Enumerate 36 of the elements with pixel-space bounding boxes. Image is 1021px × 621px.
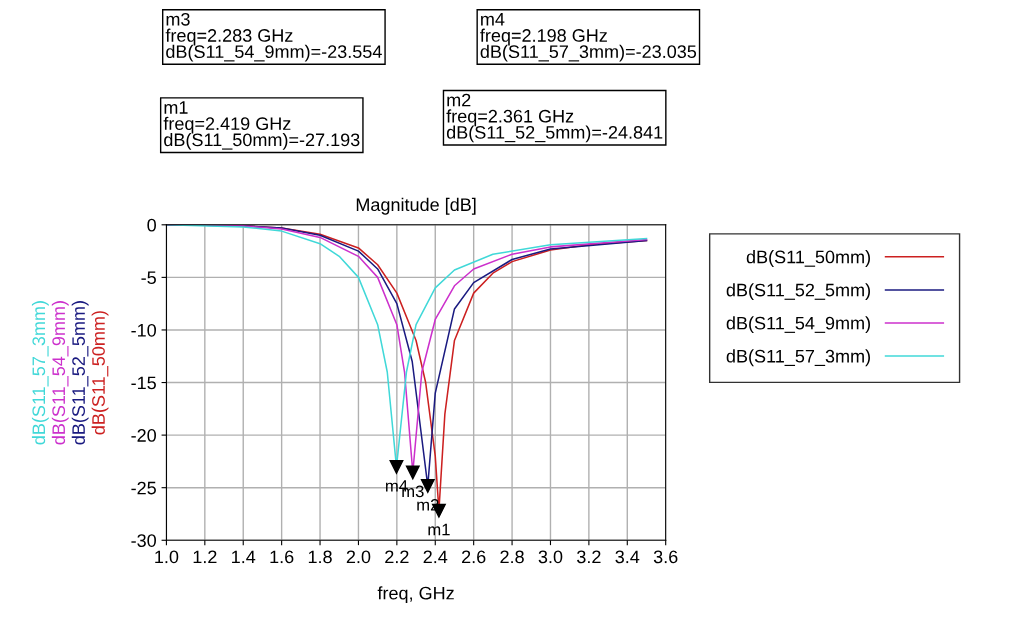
- y-tick-label: -5: [141, 271, 156, 285]
- text: m3 freq=2.283 GHz dB(S11_54_9mm)=-23.554: [165, 12, 382, 62]
- x-tick-label: 3.2: [577, 550, 601, 564]
- y-tick-label: -25: [131, 481, 156, 495]
- text: m1 freq=2.419 GHz dB(S11_50mm)=-27.193: [163, 101, 360, 150]
- chart-title: Magnitude [dB]: [356, 197, 476, 215]
- text: dB(S11_50mm): [91, 311, 109, 435]
- x-tick-label: 1.8: [308, 550, 332, 564]
- x-axis-title: freq, GHz: [377, 586, 454, 604]
- y-tick-label: -10: [131, 323, 156, 337]
- legend-label: dB(S11_57_3mm): [726, 349, 870, 367]
- x-tick-label: 2.0: [346, 550, 371, 564]
- text: dB(S11_52_5mm): [71, 301, 89, 445]
- x-tick-label: 1.6: [270, 550, 294, 564]
- x-tick-label: 1.0: [155, 550, 179, 564]
- x-tick-label: 2.6: [462, 550, 486, 564]
- y-tick-label: -30: [131, 534, 156, 547]
- x-tick-label: 3.0: [538, 550, 563, 564]
- text: m2 freq=2.361 GHz dB(S11_52_5mm)=-24.841: [446, 93, 663, 143]
- x-tick-label: 2.8: [500, 550, 524, 564]
- x-tick-label: 1.2: [193, 550, 217, 564]
- y-tick-label: -15: [131, 376, 156, 390]
- x-tick-label: 2.4: [423, 550, 448, 564]
- y-tick-label: 0: [147, 218, 156, 232]
- x-tick-label: 2.2: [385, 550, 409, 564]
- x-tick-label: 3.6: [653, 550, 678, 564]
- legend-label: dB(S11_54_9mm): [726, 316, 870, 334]
- y-tick-label: -20: [131, 429, 156, 442]
- text: dB(S11_57_3mm): [31, 301, 49, 445]
- x-tick-label: 3.4: [615, 550, 640, 564]
- annotation: m1: [428, 523, 450, 536]
- text: m4 freq=2.198 GHz dB(S11_57_3mm)=-23.035: [480, 13, 697, 62]
- legend-label: dB(S11_52_5mm): [726, 283, 870, 300]
- legend-label: dB(S11_50mm): [746, 250, 870, 267]
- x-tick-label: 1.4: [232, 550, 256, 564]
- text: dB(S11_54_9mm): [51, 301, 69, 445]
